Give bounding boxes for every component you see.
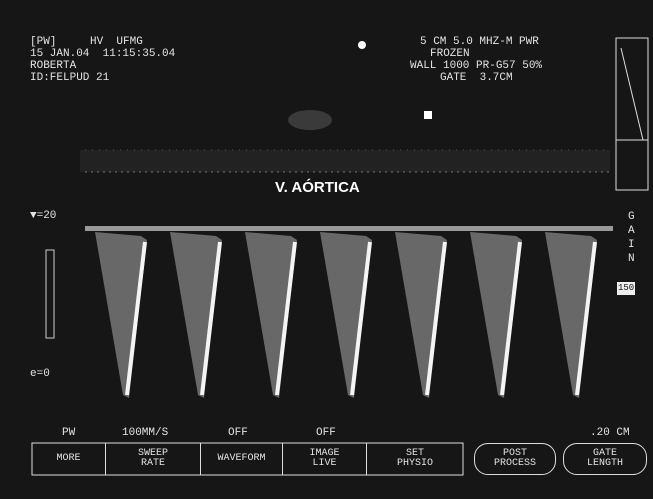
gain-value: 150 — [617, 282, 635, 295]
marker — [424, 111, 432, 119]
button[interactable]: GATE LENGTH — [563, 443, 647, 475]
flow-envelope — [395, 232, 447, 398]
status-item: OFF — [316, 428, 336, 439]
flow-envelope — [95, 232, 147, 398]
noise-band — [80, 150, 610, 172]
button[interactable]: SWEEP RATE — [106, 443, 201, 475]
vessel-label: V. AÓRTICA — [275, 180, 360, 196]
scale-top: ▼=20 — [30, 211, 56, 222]
baseline — [85, 226, 613, 231]
gray-curve — [621, 48, 643, 140]
datetime: 15 JAN.04 11:15:35.04 — [30, 49, 175, 60]
status-item: 100MM/S — [122, 428, 168, 439]
button[interactable]: POST PROCESS — [474, 443, 556, 475]
flow-envelope — [320, 232, 372, 398]
marker — [358, 41, 366, 49]
gain-label: GAIN — [628, 210, 636, 266]
mode: [PW] — [30, 37, 56, 48]
spectral-waveform — [95, 232, 597, 398]
site: HV UFMG — [90, 37, 143, 48]
status: FROZEN — [430, 49, 470, 60]
ultrasound-screen: [PW] HV UFMG 15 JAN.04 11:15:35.04 ROBER… — [0, 0, 653, 499]
gate: GATE 3.7CM — [440, 73, 513, 84]
status-item: PW — [62, 428, 75, 439]
flow-envelope — [170, 232, 222, 398]
patient: ROBERTA — [30, 61, 76, 72]
flow-envelope — [545, 232, 597, 398]
settings: WALL 1000 PR-G57 50% — [410, 61, 542, 72]
echo — [288, 110, 332, 130]
status-item: .20 CM — [590, 428, 630, 439]
button[interactable]: MORE — [32, 443, 106, 475]
button[interactable]: SET PHYSIO — [367, 443, 463, 475]
gray-bar — [616, 38, 648, 190]
patient-id: ID:FELPUD 21 — [30, 73, 109, 84]
button[interactable]: WAVEFORM — [201, 443, 283, 475]
flow-envelope — [470, 232, 522, 398]
button[interactable]: IMAGE LIVE — [283, 443, 367, 475]
status-item: OFF — [228, 428, 248, 439]
settings: 5 CM 5.0 MHZ-M PWR — [420, 37, 539, 48]
scale-bottom: e=0 — [30, 369, 50, 380]
scale-bar — [46, 250, 54, 338]
flow-envelope — [245, 232, 297, 398]
